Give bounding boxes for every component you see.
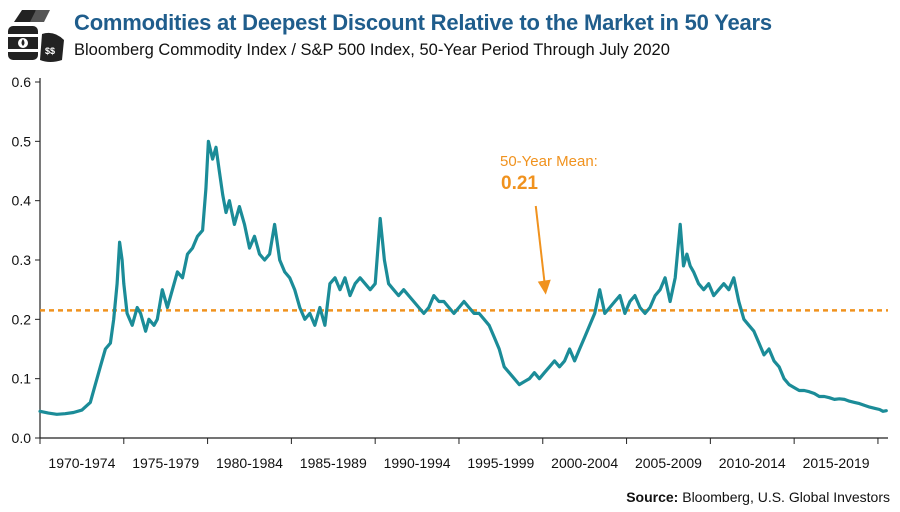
x-tick-label: 1970-1974 — [48, 455, 115, 471]
y-tick-label: 0.6 — [12, 74, 32, 90]
x-tick-label: 2005-2009 — [635, 455, 702, 471]
chart-title: Commodities at Deepest Discount Relative… — [74, 10, 772, 35]
x-tick-label: 1990-1994 — [384, 455, 451, 471]
y-tick-label: 0.2 — [12, 311, 32, 327]
x-tick-label: 2015-2019 — [803, 455, 870, 471]
x-tick-label: 2000-2004 — [551, 455, 618, 471]
annotation-arrow-shaft — [534, 205, 546, 285]
annotation-arrow-head — [537, 279, 551, 295]
annotation-group: 50-Year Mean: 0.21 — [500, 153, 598, 295]
y-axis-ticks: 0.0 0.1 0.2 0.3 0.4 0.5 0.6 — [12, 74, 40, 446]
series-group — [38, 139, 888, 416]
y-tick-label: 0.4 — [12, 193, 32, 209]
y-tick-label: 0.1 — [12, 371, 32, 387]
svg-text:$$: $$ — [45, 46, 55, 56]
x-tick-label: 1975-1979 — [132, 455, 199, 471]
mean-annotation-label: 50-Year Mean: — [500, 153, 598, 170]
x-tick-label: 1980-1984 — [216, 455, 283, 471]
source-label: Source: — [626, 489, 679, 505]
source-text: Bloomberg, U.S. Global Investors — [682, 489, 890, 505]
y-tick-label: 0.3 — [12, 252, 32, 268]
x-tick-label: 2010-2014 — [719, 455, 786, 471]
y-tick-label: 0.0 — [12, 430, 32, 446]
axes — [39, 78, 888, 439]
commodities-logo: $$ — [4, 4, 68, 66]
x-tick-label: 1995-1999 — [467, 455, 534, 471]
series-line — [38, 139, 888, 416]
source-note: Source: Bloomberg, U.S. Global Investors — [626, 489, 890, 505]
x-axis-ticks: 1970-1974 1975-1979 1980-1984 1985-1989 1990… — [39, 438, 879, 471]
y-tick-label: 0.5 — [12, 133, 32, 149]
x-tick-label: 1985-1989 — [300, 455, 367, 471]
commodities-icon: $$ — [5, 5, 67, 65]
chart-subtitle: Bloomberg Commodity Index / S&P 500 Inde… — [74, 41, 670, 59]
mean-annotation-value: 0.21 — [501, 173, 538, 194]
